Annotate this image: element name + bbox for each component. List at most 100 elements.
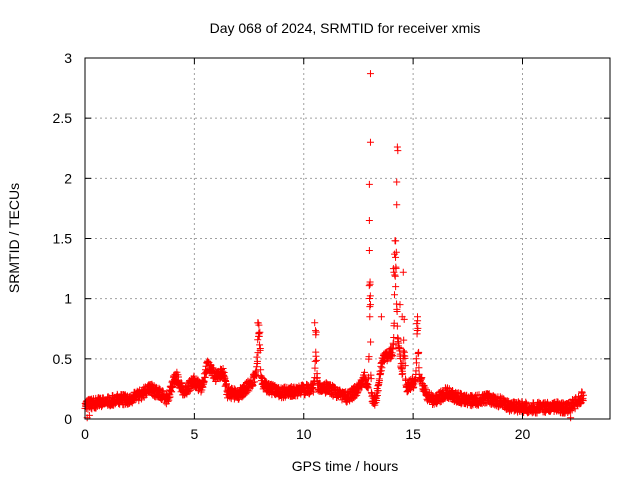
data-point — [392, 253, 400, 261]
data-point — [367, 375, 375, 383]
data-point — [309, 388, 317, 396]
data-point — [367, 338, 375, 346]
data-point — [168, 388, 176, 396]
chart-title: Day 068 of 2024, SRMTID for receiver xmi… — [210, 20, 481, 36]
data-point — [365, 216, 373, 224]
x-tick-label: 15 — [405, 426, 421, 442]
data-point — [393, 322, 401, 330]
y-tick-label: 0 — [64, 411, 72, 427]
data-point — [412, 367, 420, 375]
data-point — [394, 147, 402, 155]
data-point — [418, 374, 426, 382]
y-axis-label: SRMTID / TECUs — [6, 183, 22, 293]
data-point — [253, 363, 261, 371]
data-point — [522, 399, 530, 407]
data-point — [413, 359, 421, 367]
data-point — [256, 341, 264, 349]
data-point — [166, 393, 174, 401]
data-point — [414, 313, 421, 321]
data-point — [200, 378, 208, 386]
data-point — [415, 348, 423, 356]
data-point — [366, 138, 374, 146]
data-point — [388, 351, 396, 359]
data-point — [401, 354, 409, 362]
data-point — [399, 347, 407, 355]
x-tick-label: 20 — [515, 426, 531, 442]
data-point — [185, 388, 193, 396]
data-point — [568, 406, 576, 414]
data-point — [415, 364, 423, 372]
y-tick-label: 2.5 — [53, 110, 73, 126]
data-point — [578, 388, 586, 396]
data-point — [398, 313, 406, 321]
data-point — [378, 364, 386, 372]
data-point — [354, 387, 362, 395]
data-point — [579, 391, 587, 399]
data-point — [313, 374, 321, 382]
data-point — [399, 268, 407, 276]
data-point — [376, 377, 384, 385]
data-point — [254, 336, 262, 344]
data-point — [366, 280, 374, 288]
data-point — [361, 368, 369, 376]
data-point — [311, 357, 319, 365]
data-point — [390, 268, 398, 276]
data-point — [155, 384, 163, 392]
data-point — [394, 335, 402, 343]
data-point — [401, 362, 409, 370]
data-point — [190, 372, 198, 380]
data-point — [311, 319, 319, 327]
data-point — [220, 369, 228, 377]
data-point — [365, 282, 373, 290]
data-point — [393, 201, 401, 209]
data-point — [85, 411, 93, 419]
data-point — [365, 353, 373, 361]
data-point — [377, 313, 385, 321]
y-tick-label: 0.5 — [53, 351, 73, 367]
data-point — [257, 366, 265, 374]
x-tick-label: 0 — [81, 426, 89, 442]
data-point — [400, 336, 408, 344]
data-point — [255, 321, 263, 329]
data-point — [373, 396, 381, 404]
data-point — [312, 352, 320, 360]
data-point — [256, 328, 264, 336]
data-point — [199, 383, 207, 391]
data-point — [365, 180, 373, 188]
data-point — [313, 356, 321, 364]
data-point — [258, 374, 266, 382]
data-point — [311, 364, 319, 372]
y-tick-label: 1.5 — [53, 231, 73, 247]
data-point — [222, 380, 230, 388]
data-point — [390, 291, 398, 299]
data-point — [390, 319, 398, 327]
data-point — [392, 237, 400, 245]
data-point — [414, 324, 422, 332]
data-point — [201, 373, 209, 381]
data-point — [399, 370, 407, 378]
data-point — [366, 301, 374, 309]
data-point — [253, 353, 261, 361]
data-point — [365, 247, 373, 255]
data-point — [256, 345, 264, 353]
data-point — [186, 386, 194, 394]
data-point — [392, 283, 400, 291]
data-point — [255, 332, 263, 340]
data-point — [312, 331, 320, 339]
y-tick-label: 3 — [64, 50, 72, 66]
x-tick-label: 10 — [296, 426, 312, 442]
y-tick-label: 1 — [64, 291, 72, 307]
data-point — [393, 178, 401, 186]
data-point — [391, 250, 399, 258]
data-point — [219, 365, 227, 373]
data-point — [165, 394, 173, 402]
data-point — [377, 367, 385, 375]
data-point — [253, 357, 261, 365]
x-axis-label: GPS time / hours — [292, 458, 399, 474]
data-points — [81, 70, 587, 422]
x-tick-label: 5 — [190, 426, 198, 442]
data-point — [364, 384, 372, 392]
data-point — [366, 313, 374, 321]
data-point — [366, 292, 374, 300]
